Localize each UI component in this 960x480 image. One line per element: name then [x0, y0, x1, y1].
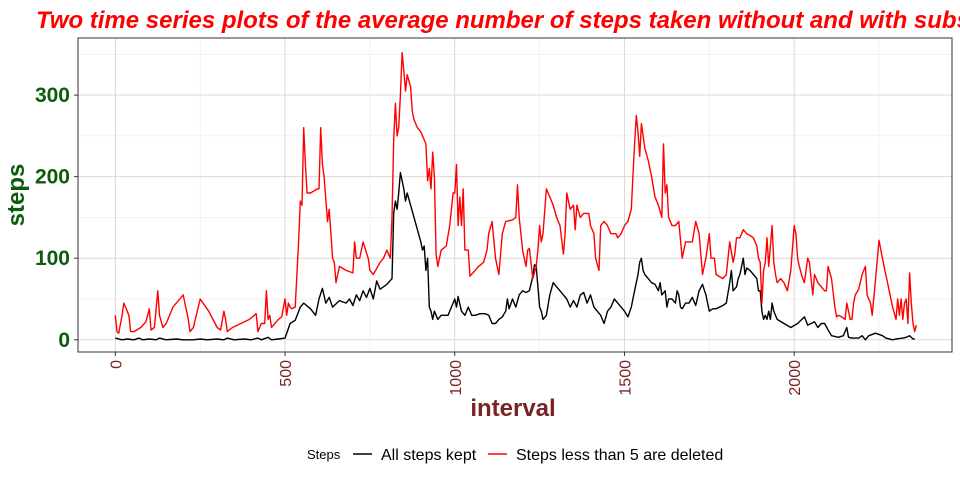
legend: Steps All steps kept Steps less than 5 ar… — [307, 447, 723, 464]
x-tick-label: 2000 — [787, 360, 804, 396]
chart-title: Two time series plots of the average num… — [36, 7, 960, 34]
y-tick-label: 200 — [35, 166, 70, 189]
series-line-2 — [114, 52, 918, 334]
axes: 0 100 200 300 0 500 1000 1500 2000 — [35, 84, 804, 396]
x-axis-label: interval — [470, 395, 555, 422]
y-tick-label: 100 — [35, 247, 70, 270]
x-tick-label: 0 — [108, 360, 125, 369]
y-axis-label: steps — [3, 164, 30, 227]
legend-label-1: All steps kept — [381, 447, 477, 464]
series-line-1 — [115, 171, 915, 341]
x-tick-label: 1000 — [448, 360, 465, 396]
legend-label-2: Steps less than 5 are deleted — [516, 447, 723, 464]
y-tick-label: 300 — [35, 84, 70, 107]
x-tick-label: 1500 — [617, 360, 634, 396]
y-tick-label: 0 — [58, 329, 70, 352]
series-lines — [114, 52, 918, 341]
legend-title: Steps — [307, 447, 341, 462]
x-tick-label: 500 — [278, 360, 295, 387]
panel-border — [77, 37, 953, 353]
grid — [78, 38, 952, 352]
